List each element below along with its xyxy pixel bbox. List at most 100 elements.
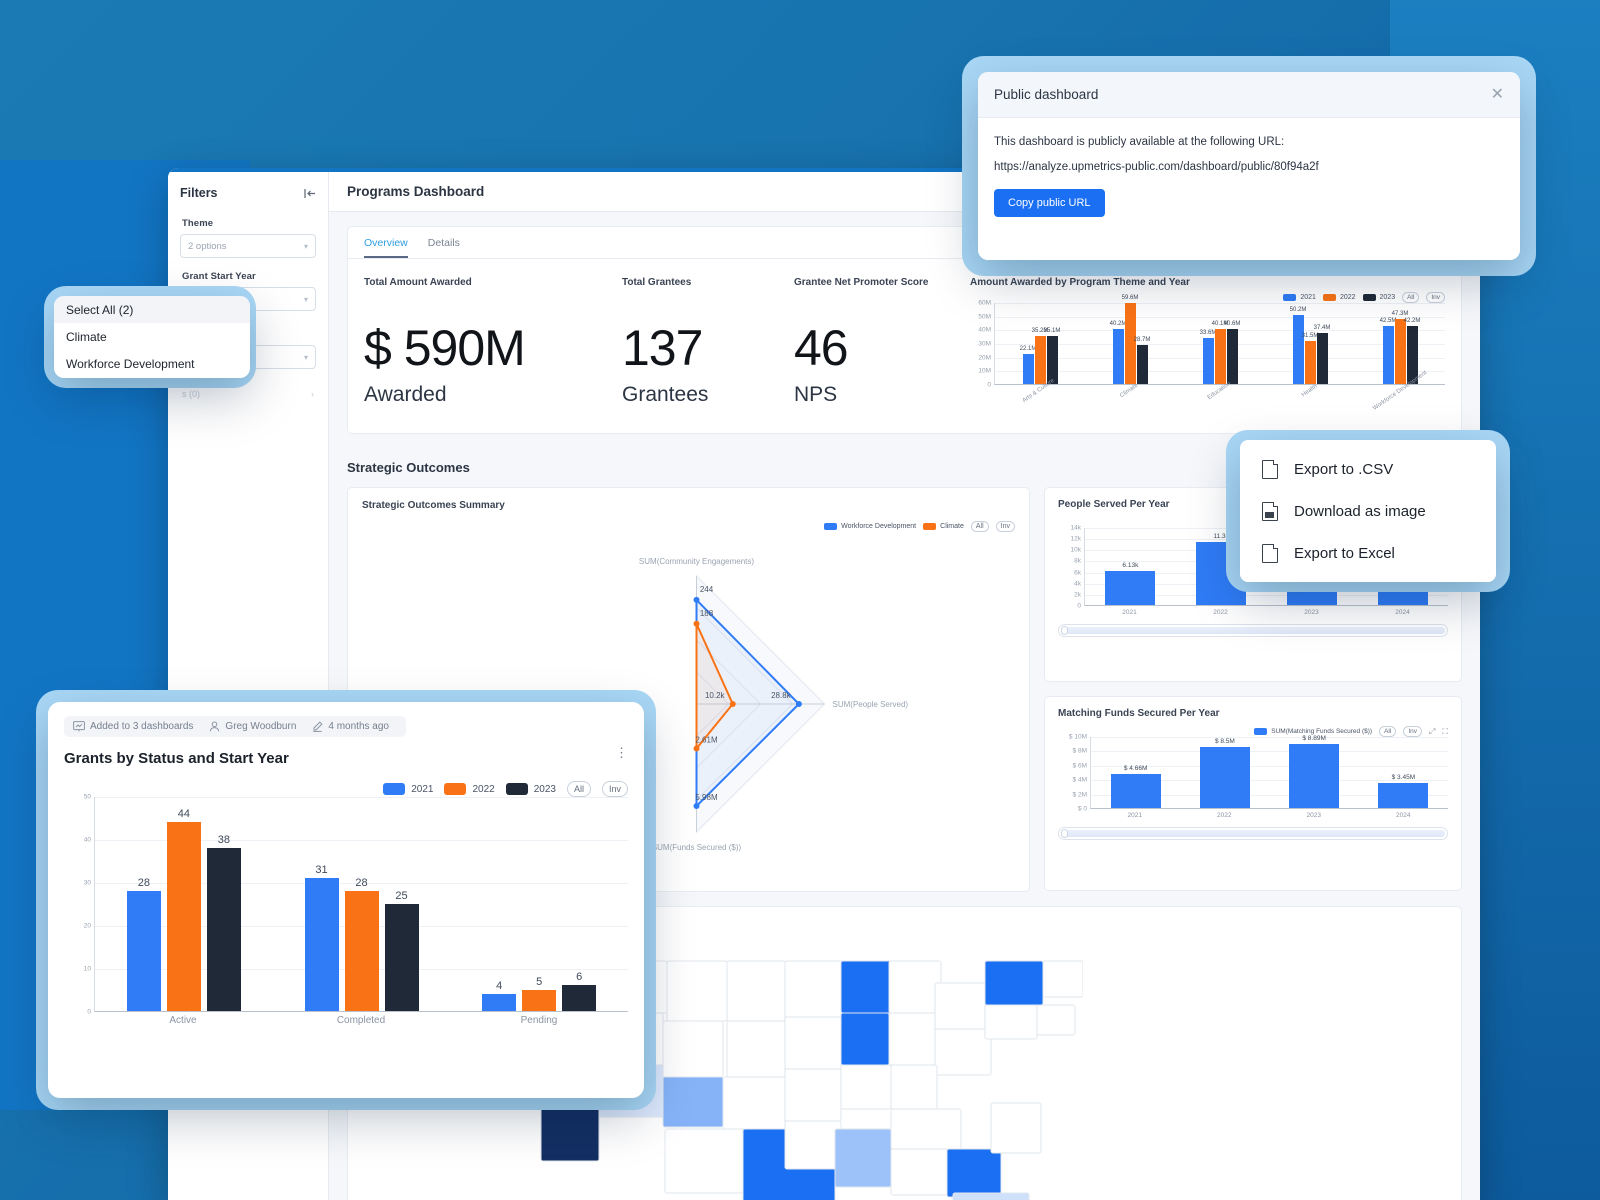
bar[interactable]: 6.13k bbox=[1105, 562, 1156, 605]
map-state[interactable] bbox=[840, 1012, 890, 1066]
bar[interactable]: 28 bbox=[126, 877, 161, 1011]
map-state[interactable] bbox=[834, 1128, 892, 1188]
chart-scrollbar[interactable] bbox=[1058, 624, 1448, 637]
map-state[interactable] bbox=[984, 1004, 1038, 1040]
expand-icon[interactable]: ⤢ bbox=[1428, 726, 1436, 736]
legend-item[interactable]: 2022 bbox=[1322, 294, 1356, 301]
legend-inv-toggle[interactable]: Inv bbox=[995, 521, 1015, 532]
legend-item[interactable]: 2023 bbox=[505, 783, 556, 795]
bar[interactable]: 31 bbox=[304, 864, 339, 1011]
bar[interactable]: 35.1M bbox=[1044, 328, 1060, 384]
map-state[interactable] bbox=[1042, 960, 1084, 998]
plot-area: 60M 50M 40M 30M 20M 10M 0 22.1M 35.2M 35.1M 40.2M 5… bbox=[978, 295, 1445, 389]
tab-details[interactable]: Details bbox=[427, 237, 460, 249]
bar[interactable]: $ 8.89M bbox=[1289, 735, 1340, 808]
map-state[interactable] bbox=[722, 1076, 786, 1130]
bar[interactable]: 40.1M bbox=[1212, 321, 1228, 384]
bar[interactable]: 28 bbox=[344, 877, 379, 1011]
legend-all-toggle[interactable]: All bbox=[566, 781, 591, 797]
menu-item-export-excel[interactable]: Export to Excel bbox=[1240, 532, 1496, 574]
bar[interactable]: 6 bbox=[562, 971, 597, 1011]
legend-inv-toggle[interactable]: Inv bbox=[1403, 726, 1422, 737]
bar[interactable]: 42.5M bbox=[1380, 318, 1396, 384]
legend-item[interactable]: 2021 bbox=[383, 783, 433, 795]
map-state[interactable] bbox=[840, 960, 894, 1014]
map-state[interactable] bbox=[662, 1076, 724, 1128]
legend-item[interactable]: Climate bbox=[923, 523, 964, 530]
bar[interactable]: 38 bbox=[206, 834, 241, 1011]
legend-item[interactable]: 2021 bbox=[1283, 294, 1316, 301]
map-state[interactable] bbox=[888, 1012, 936, 1066]
map-state[interactable] bbox=[890, 1064, 938, 1110]
map-state[interactable] bbox=[784, 960, 846, 1018]
collapse-panel-icon[interactable] bbox=[304, 188, 316, 199]
bar[interactable]: 22.1M bbox=[1020, 346, 1036, 384]
bar[interactable]: 40.2M bbox=[1110, 321, 1126, 384]
bar[interactable]: 33.6M bbox=[1200, 330, 1216, 384]
bar[interactable]: 4 bbox=[482, 980, 517, 1011]
map-state[interactable] bbox=[662, 1020, 724, 1078]
bar[interactable]: 40.6M bbox=[1224, 321, 1240, 384]
bar[interactable]: 47.3M bbox=[1392, 311, 1408, 384]
bar[interactable]: $ 4.66M bbox=[1110, 765, 1161, 808]
legend-all-toggle[interactable]: All bbox=[1379, 726, 1397, 737]
bar[interactable]: 37.4M bbox=[1314, 325, 1330, 384]
legend-all-toggle[interactable]: All bbox=[970, 521, 989, 532]
close-icon[interactable]: ✕ bbox=[1490, 85, 1504, 103]
map-state[interactable] bbox=[726, 1020, 786, 1078]
bar[interactable]: $ 8.5M bbox=[1199, 738, 1250, 808]
filter-theme-select[interactable]: 2 options ▾ bbox=[180, 234, 316, 258]
legend-item[interactable]: 2022 bbox=[444, 783, 495, 795]
copy-public-url-button[interactable]: Copy public URL bbox=[994, 189, 1105, 217]
bar[interactable]: $ 3.45M bbox=[1378, 774, 1429, 808]
legend-inv-toggle[interactable]: Inv bbox=[601, 781, 628, 797]
legend-item[interactable]: Workforce Development bbox=[824, 523, 916, 530]
map-state[interactable] bbox=[952, 1192, 1030, 1200]
map-state[interactable] bbox=[890, 1108, 962, 1150]
map-state[interactable] bbox=[990, 1102, 1042, 1154]
more-options-icon[interactable]: ⋮ bbox=[615, 745, 628, 760]
legend-inv-toggle[interactable]: Inv bbox=[1426, 292, 1445, 303]
map-state[interactable] bbox=[946, 1148, 1002, 1198]
bar[interactable]: 28.7M bbox=[1134, 337, 1150, 384]
bar[interactable]: 5 bbox=[522, 976, 557, 1011]
map-state[interactable] bbox=[934, 1028, 992, 1076]
bar[interactable]: 59.6M bbox=[1122, 295, 1138, 384]
map-state[interactable] bbox=[890, 1148, 948, 1196]
dropdown-item-workforce-development[interactable]: Workforce Development bbox=[66, 357, 195, 372]
map-state[interactable] bbox=[664, 1128, 744, 1194]
bar[interactable]: 42.2M bbox=[1404, 318, 1420, 384]
map-state[interactable] bbox=[784, 1120, 842, 1170]
map-state[interactable] bbox=[888, 960, 942, 1014]
menu-item-export-csv[interactable]: Export to .CSV bbox=[1240, 448, 1496, 490]
chart-scrollbar[interactable] bbox=[1058, 827, 1448, 840]
map-state[interactable] bbox=[840, 1064, 892, 1110]
bar-value-label: 31.5M bbox=[1301, 332, 1319, 339]
menu-item-download-image[interactable]: Download as image bbox=[1240, 490, 1496, 532]
scrollbar-handle[interactable] bbox=[1061, 829, 1068, 838]
bar[interactable]: 25 bbox=[384, 890, 419, 1011]
map-state[interactable] bbox=[934, 982, 986, 1030]
legend-all-toggle[interactable]: All bbox=[1402, 292, 1420, 303]
dropdown-item-climate[interactable]: Climate bbox=[66, 329, 107, 344]
tab-overview[interactable]: Overview bbox=[364, 237, 408, 258]
bar[interactable]: 44 bbox=[166, 808, 201, 1011]
map-state[interactable] bbox=[984, 960, 1044, 1006]
dropdown-item-select-all[interactable]: Select All (2) bbox=[54, 296, 250, 324]
bar[interactable]: 31.5M bbox=[1302, 333, 1318, 384]
bar[interactable]: 50.2M bbox=[1290, 307, 1306, 384]
map-state[interactable] bbox=[784, 1016, 842, 1070]
map-state[interactable] bbox=[726, 960, 786, 1022]
fullscreen-icon[interactable]: ⛶ bbox=[1442, 726, 1448, 736]
filter-more-row[interactable]: s (0) › bbox=[180, 389, 316, 399]
scrollbar-handle[interactable] bbox=[1061, 626, 1068, 635]
legend-item[interactable]: 2023 bbox=[1362, 294, 1395, 301]
bar[interactable]: 35.2M bbox=[1032, 328, 1048, 384]
export-menu: Export to .CSV Download as image Export … bbox=[1240, 440, 1496, 582]
map-state[interactable] bbox=[666, 960, 728, 1022]
bar-value-label: 47.3M bbox=[1391, 311, 1409, 318]
map-state[interactable] bbox=[1036, 1004, 1076, 1036]
legend-item[interactable]: SUM(Matching Funds Secured ($)) bbox=[1254, 728, 1372, 735]
public-url-text[interactable]: https://analyze.upmetrics-public.com/das… bbox=[994, 161, 1319, 173]
map-state[interactable] bbox=[784, 1068, 842, 1122]
